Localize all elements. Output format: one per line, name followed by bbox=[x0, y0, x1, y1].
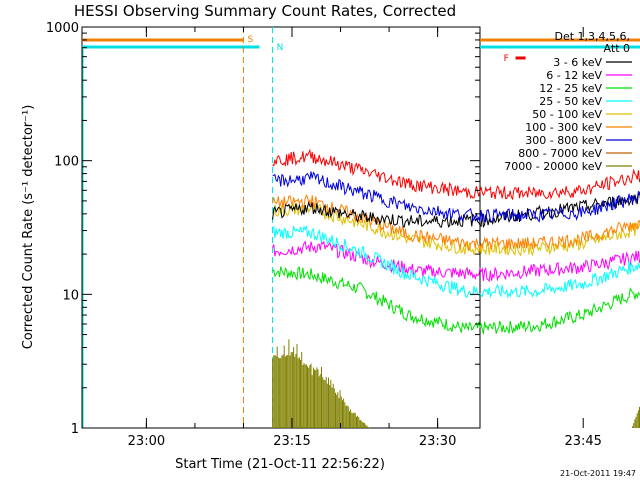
legend-label: 7000 - 20000 keV bbox=[504, 160, 602, 173]
flag-label-f: F bbox=[504, 54, 509, 64]
axes: 110100100023:0023:1523:3023:4500:0000:15… bbox=[46, 21, 602, 449]
series-line-3-6-kev bbox=[272, 192, 640, 229]
x-tick-label: 23:00 bbox=[128, 434, 165, 449]
legend-label: 100 - 300 keV bbox=[525, 121, 602, 134]
series-layer bbox=[272, 148, 640, 428]
legend-label: 3 - 6 keV bbox=[553, 56, 602, 69]
y-tick-label: 1000 bbox=[46, 21, 79, 36]
flag-label-s: S bbox=[247, 35, 253, 45]
y-tick-label: 100 bbox=[54, 155, 79, 170]
legend-label: 12 - 25 keV bbox=[539, 82, 602, 95]
y-tick-label: 1 bbox=[71, 422, 79, 437]
x-tick-label: 23:45 bbox=[564, 434, 601, 449]
series-line-12-25-kev bbox=[272, 266, 640, 335]
legend-header: Det 1,3,4,5,6, bbox=[554, 30, 630, 43]
legend-header: Att 0 bbox=[604, 42, 630, 55]
timestamp-label: 21-Oct-2011 19:47 bbox=[560, 469, 636, 478]
x-tick-label: 23:30 bbox=[419, 434, 456, 449]
y-axis-label: Corrected Count Rate (s⁻¹ detector⁻¹) bbox=[21, 105, 36, 350]
series-line-extra-0 bbox=[272, 148, 640, 201]
x-tick-label: 23:15 bbox=[273, 434, 310, 449]
chart-title: HESSI Observing Summary Count Rates, Cor… bbox=[74, 2, 456, 20]
series-line-100-300-kev bbox=[272, 194, 640, 252]
y-tick-label: 10 bbox=[62, 288, 79, 303]
flag-label-n: N bbox=[277, 43, 284, 53]
x-axis-label: Start Time (21-Oct-11 22:56:22) bbox=[175, 457, 385, 472]
legend-label: 800 - 7000 keV bbox=[518, 147, 602, 160]
legend-label: 25 - 50 keV bbox=[539, 95, 602, 108]
legend-label: 6 - 12 keV bbox=[546, 69, 602, 82]
series-line-300-800-kev bbox=[272, 171, 640, 223]
legend-label: 50 - 100 keV bbox=[532, 108, 602, 121]
legend-label: 300 - 800 keV bbox=[525, 134, 602, 147]
series-line-50-100-kev bbox=[272, 202, 640, 257]
series-line-25-50-kev bbox=[272, 225, 640, 299]
series-line-6-12-kev bbox=[272, 240, 640, 283]
